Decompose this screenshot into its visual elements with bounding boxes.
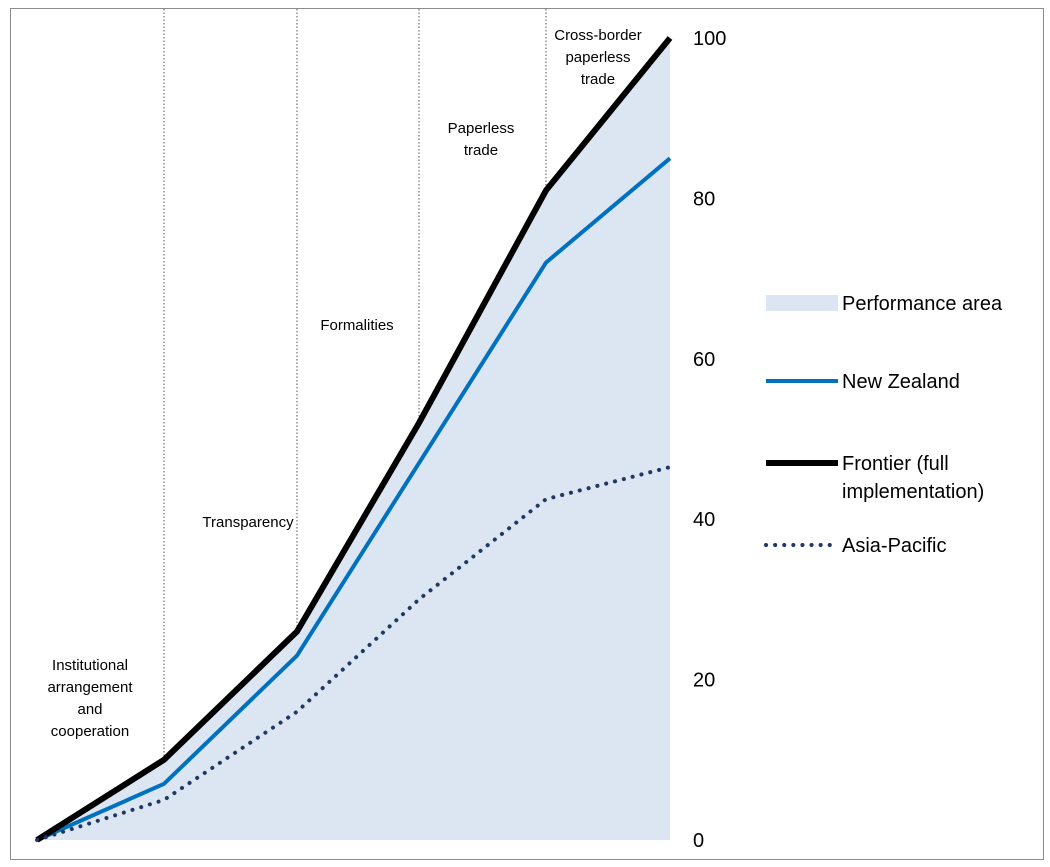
category-label-line: Cross-border — [554, 27, 642, 44]
legend-label: Asia-Pacific — [842, 535, 946, 557]
category-labels: Institutional arrangement and cooperation Tr… — [47, 27, 641, 740]
category-label-5: Cross-border paperless trade — [554, 27, 642, 88]
legend-entry-3: Frontier (full implementation) — [766, 453, 984, 503]
category-label-line: and — [77, 701, 102, 718]
category-label-line: trade — [464, 142, 498, 159]
legend-swatch — [766, 295, 838, 311]
category-label-2: Transparency — [202, 514, 294, 531]
category-label-4: Paperless trade — [448, 120, 515, 159]
y-tick-label: 0 — [693, 830, 704, 852]
legend-entry-4: Asia-Pacific — [764, 535, 946, 557]
y-axis-tick-labels: 0 20 40 60 80 100 — [693, 28, 726, 852]
category-label-line: Formalities — [320, 317, 393, 334]
series-line-new-zealand — [36, 156, 672, 842]
legend-entry-1: Performance area — [766, 293, 1003, 315]
category-label-line: arrangement — [47, 679, 133, 696]
performance-area — [37, 38, 670, 840]
series-line-asia-pacific — [35, 465, 672, 842]
y-tick-label: 100 — [693, 28, 726, 50]
y-tick-label: 20 — [693, 670, 715, 692]
legend: Performance area New Zealand Frontier (ful… — [764, 293, 1003, 557]
y-tick-label: 60 — [693, 349, 715, 371]
legend-label: implementation) — [842, 481, 984, 503]
series-lines — [35, 36, 673, 843]
legend-label: Performance area — [842, 293, 1003, 315]
category-label-line: Institutional — [52, 657, 128, 674]
legend-label: Frontier (full — [842, 453, 949, 475]
category-label-line: paperless — [565, 49, 630, 66]
category-label-line: Paperless — [448, 120, 515, 137]
category-label-line: trade — [581, 71, 615, 88]
y-tick-label: 80 — [693, 188, 715, 210]
legend-entry-2: New Zealand — [766, 371, 960, 393]
category-label-line: cooperation — [51, 723, 129, 740]
category-label-line: Transparency — [202, 514, 294, 531]
y-tick-label: 40 — [693, 509, 715, 531]
category-label-1: Institutional arrangement and cooperation — [47, 657, 133, 740]
legend-label: New Zealand — [842, 371, 960, 393]
chart-frame — [10, 8, 1044, 860]
category-label-3: Formalities — [320, 317, 393, 334]
series-line-frontier-full-implementation — [35, 36, 673, 843]
